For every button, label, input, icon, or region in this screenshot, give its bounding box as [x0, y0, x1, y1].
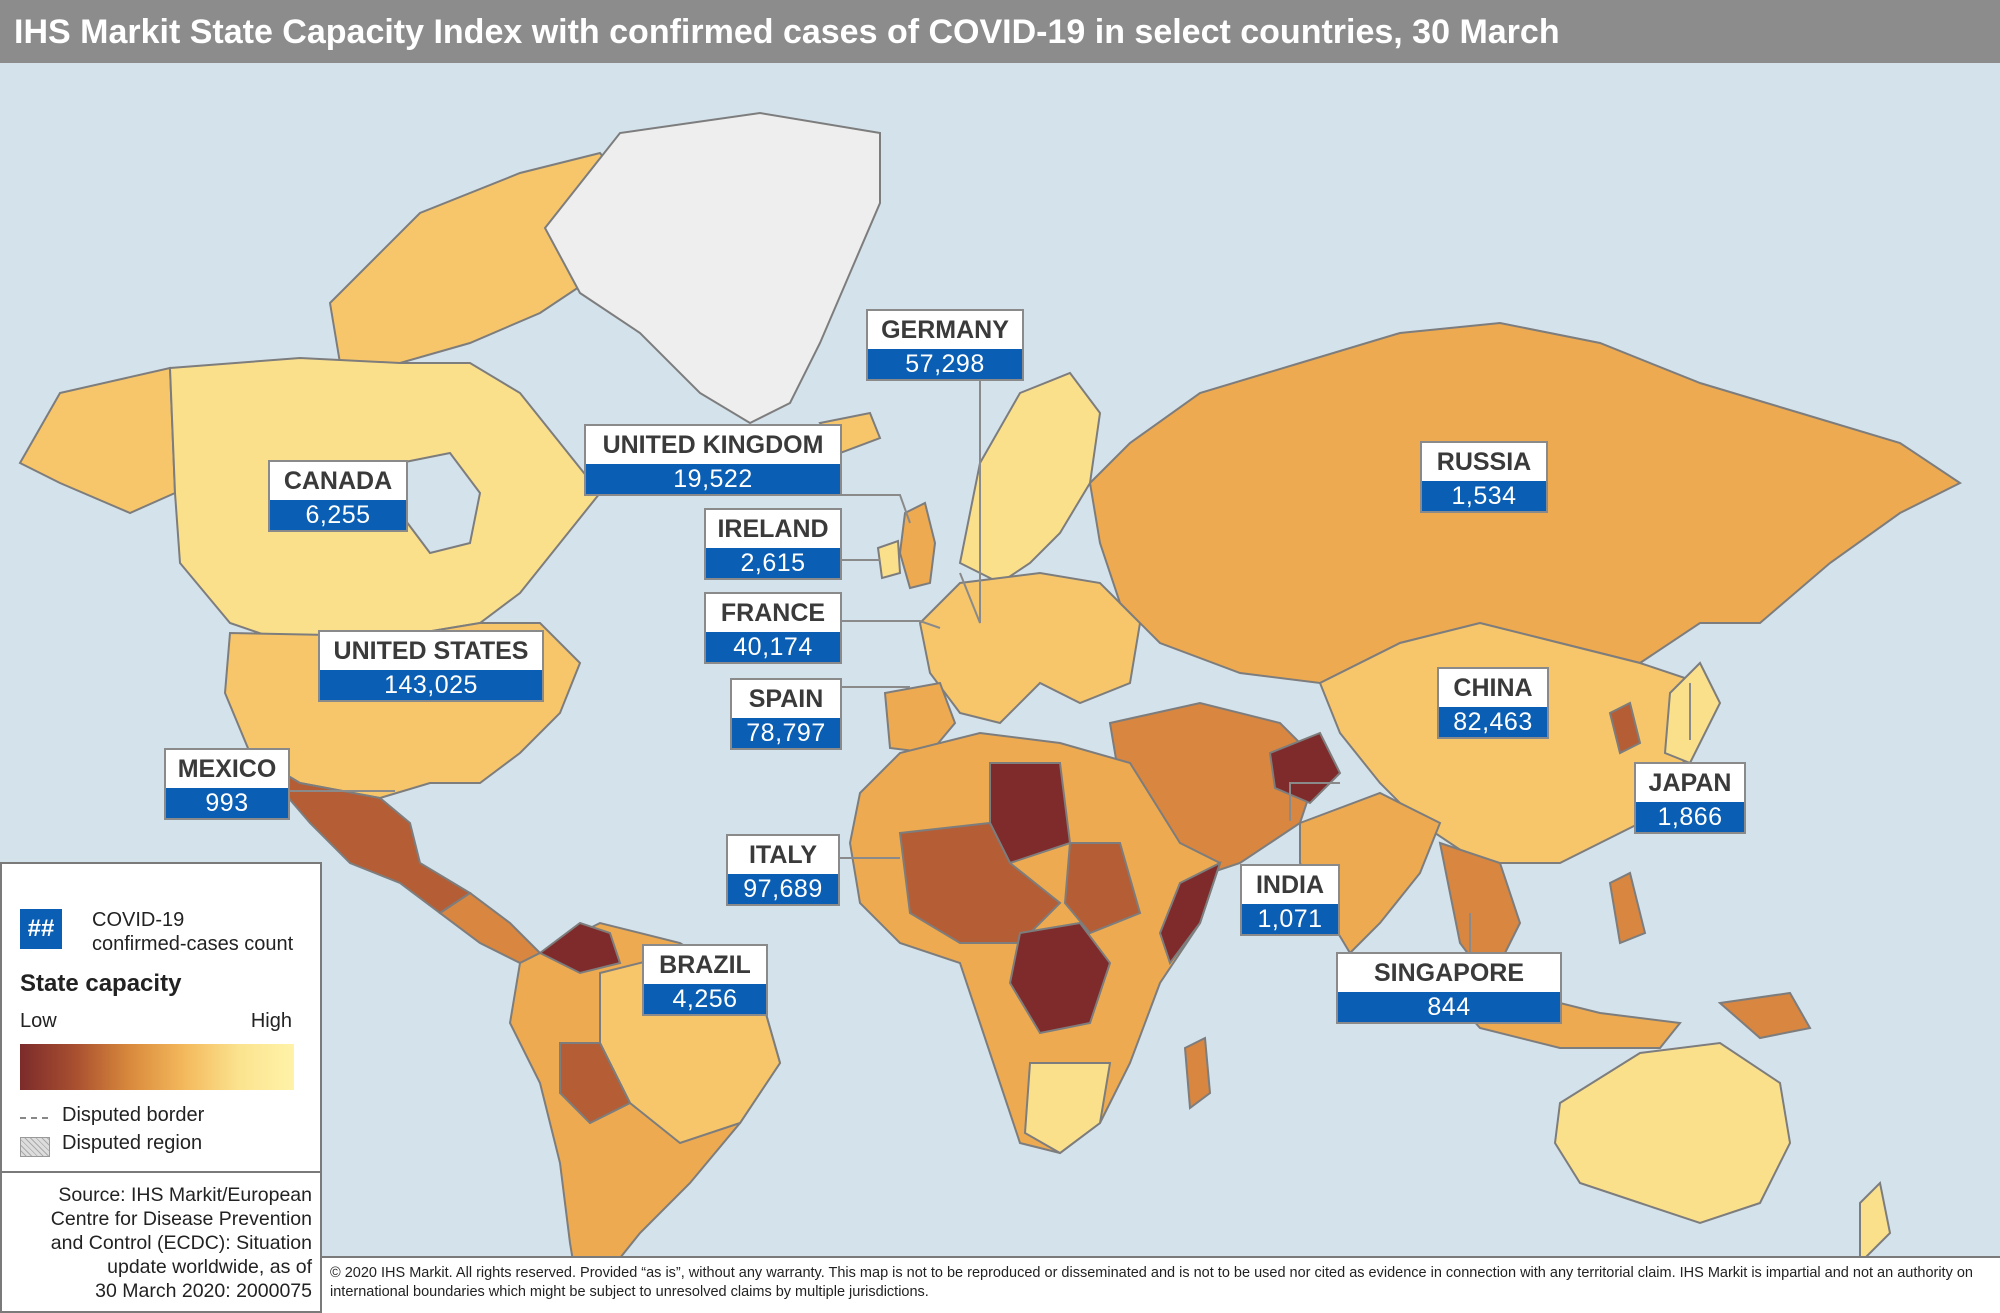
australia	[1553, 1041, 1792, 1225]
greenland	[543, 111, 881, 425]
source-line: 30 March 2020: 2000075	[95, 1280, 312, 1302]
country-name: BRAZIL	[659, 951, 751, 979]
japan	[1663, 661, 1722, 765]
scale-low-label: Low	[20, 1010, 57, 1032]
title-bar: IHS Markit State Capacity Index with con…	[0, 0, 2000, 63]
disputed-region-swatch	[20, 1137, 50, 1157]
callout-spain: SPAIN 78,797	[730, 678, 842, 750]
callout-united-states: UNITED STATES 143,025	[318, 630, 544, 702]
case-count: 143,025	[320, 670, 542, 700]
case-count: 6,255	[270, 500, 406, 530]
country-name: GERMANY	[881, 316, 1009, 344]
callout-india: INDIA 1,071	[1240, 864, 1340, 936]
case-count: 19,522	[586, 464, 840, 494]
southern-africa	[1023, 1062, 1112, 1155]
country-name: INDIA	[1255, 871, 1325, 899]
sahel	[898, 821, 1062, 944]
case-count: 40,174	[706, 632, 840, 662]
country-name: UNITED KINGDOM	[602, 431, 824, 459]
case-count: 1,071	[1242, 904, 1338, 934]
disputed-region-label: Disputed region	[62, 1132, 203, 1154]
country-name: JAPAN	[1648, 769, 1732, 797]
source-line: Centre for Disease Prevention	[50, 1208, 312, 1230]
case-count: 1,866	[1636, 802, 1744, 832]
case-count: 4,256	[644, 984, 766, 1014]
spain	[883, 681, 957, 755]
country-name: IRELAND	[717, 515, 829, 543]
case-count: 82,463	[1439, 707, 1547, 737]
callout-russia: RUSSIA 1,534	[1420, 441, 1548, 513]
sudan	[1063, 842, 1142, 935]
afghanistan	[1268, 731, 1342, 805]
libya	[989, 762, 1072, 865]
callout-ireland: IRELAND 2,615	[704, 508, 842, 580]
source-line: update worldwide, as of	[107, 1256, 312, 1278]
case-count: 97,689	[728, 874, 838, 904]
world-map	[0, 63, 2000, 1313]
central-africa	[1008, 921, 1112, 1035]
callout-germany: GERMANY 57,298	[866, 309, 1024, 381]
cases-legend-line1: COVID-19	[92, 909, 185, 931]
country-name: SINGAPORE	[1373, 959, 1525, 987]
cases-legend-line2: confirmed-cases count	[92, 933, 294, 955]
callout-china: CHINA 82,463	[1437, 667, 1549, 739]
callout-canada: CANADA 6,255	[268, 460, 408, 532]
ireland	[876, 539, 902, 580]
madagascar	[1183, 1036, 1212, 1110]
country-name: RUSSIA	[1436, 448, 1532, 476]
case-count: 57,298	[868, 349, 1022, 379]
callout-italy: ITALY 97,689	[726, 834, 840, 906]
case-count: 2,615	[706, 548, 840, 578]
source-line: Source: IHS Markit/European	[58, 1184, 312, 1206]
disputed-border-label: Disputed border	[62, 1104, 205, 1126]
callout-france: FRANCE 40,174	[704, 592, 842, 664]
callout-united-kingdom: UNITED KINGDOM 19,522	[584, 424, 842, 496]
source-line: and Control (ECDC): Situation	[50, 1232, 312, 1254]
case-count: 1,534	[1422, 481, 1546, 511]
callout-singapore: SINGAPORE 844	[1336, 952, 1562, 1024]
scale-high-label: High	[250, 1010, 292, 1032]
case-count: 993	[166, 788, 288, 818]
copyright-notice: © 2020 IHS Markit. All rights reserved. …	[322, 1256, 2000, 1313]
map-title: IHS Markit State Capacity Index with con…	[14, 13, 1560, 51]
papua-new-guinea	[1717, 991, 1812, 1040]
country-name: CHINA	[1453, 674, 1533, 702]
cases-swatch: ##	[20, 909, 62, 949]
country-name: SPAIN	[748, 685, 824, 713]
case-count: 78,797	[732, 718, 840, 748]
country-name: ITALY	[748, 841, 818, 869]
legend: ## COVID-19 confirmed-cases count State …	[0, 862, 322, 1173]
country-name: UNITED STATES	[333, 637, 529, 665]
disputed-border-swatch	[20, 1117, 48, 1119]
country-name: CANADA	[283, 467, 393, 495]
callout-mexico: MEXICO 993	[164, 748, 290, 820]
korea	[1608, 701, 1642, 755]
callout-brazil: BRAZIL 4,256	[642, 944, 768, 1016]
scandinavia	[958, 371, 1102, 585]
color-ramp	[20, 1044, 294, 1090]
bolivia	[559, 1042, 632, 1125]
case-count: 844	[1338, 992, 1560, 1022]
country-name: MEXICO	[177, 755, 277, 783]
country-name: FRANCE	[720, 599, 826, 627]
new-zealand	[1859, 1180, 1892, 1266]
united-kingdom	[898, 501, 937, 590]
philippines	[1608, 871, 1647, 945]
state-capacity-title: State capacity	[20, 970, 182, 997]
venezuela	[538, 921, 622, 975]
callout-japan: JAPAN 1,866	[1634, 762, 1746, 834]
somalia	[1158, 861, 1222, 966]
source-note: Source: IHS Markit/European Centre for D…	[0, 1173, 322, 1313]
cases-legend-label: COVID-19 confirmed-cases count	[92, 908, 293, 956]
